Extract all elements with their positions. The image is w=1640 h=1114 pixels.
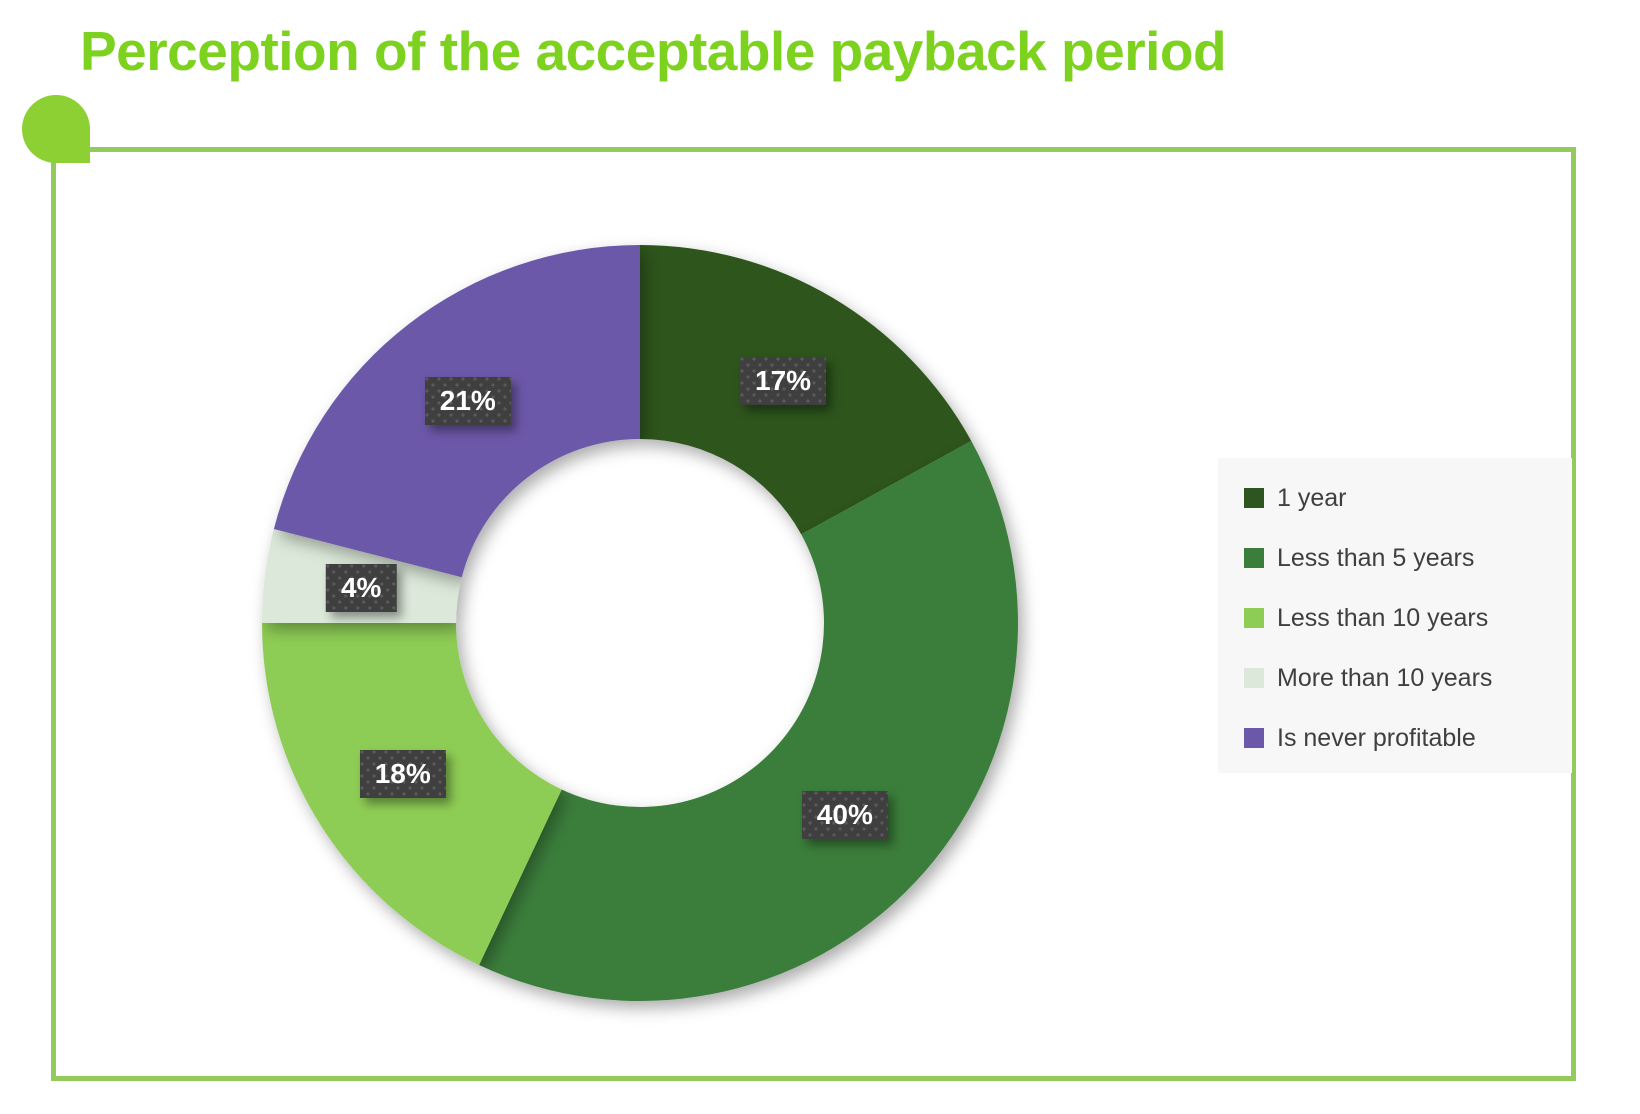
legend-label: Less than 10 years xyxy=(1277,604,1489,632)
legend-item-3: More than 10 years xyxy=(1244,663,1558,693)
legend-item-0: 1 year xyxy=(1244,483,1558,513)
chart-legend: 1 year Less than 5 years Less than 10 year… xyxy=(1218,458,1572,773)
donut-slice-4 xyxy=(273,244,640,578)
legend-swatch-icon xyxy=(1244,608,1264,628)
chart-frame-border xyxy=(51,147,1576,1081)
legend-label: 1 year xyxy=(1277,484,1347,512)
donut-slice-1 xyxy=(479,440,1018,1001)
legend-swatch-icon xyxy=(1244,728,1264,748)
legend-label: Is never profitable xyxy=(1277,724,1476,752)
page-title: Perception of the acceptable payback per… xyxy=(80,20,1227,82)
legend-label: More than 10 years xyxy=(1277,664,1493,692)
legend-swatch-icon xyxy=(1244,668,1264,688)
legend-swatch-icon xyxy=(1244,488,1264,508)
donut-slices-group xyxy=(262,244,1018,1001)
legend-label: Less than 5 years xyxy=(1277,544,1475,572)
corner-accent-shape xyxy=(22,95,90,163)
legend-item-1: Less than 5 years xyxy=(1244,543,1558,573)
legend-item-4: Is never profitable xyxy=(1244,723,1558,753)
legend-swatch-icon xyxy=(1244,548,1264,568)
donut-slice-2 xyxy=(262,623,562,966)
legend-item-2: Less than 10 years xyxy=(1244,603,1558,633)
